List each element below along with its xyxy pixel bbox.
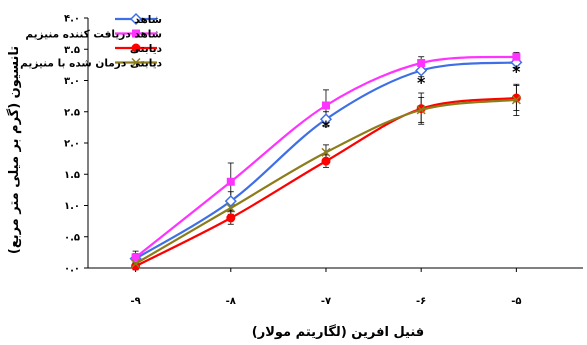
x-tick-label: -۹ [130,296,140,307]
legend-marker-2 [132,29,140,38]
legend-label-4: دیابتی درمان شده با منیزیم [20,58,162,70]
data-point-series-4 [511,95,521,105]
significance-mark: * [417,73,426,92]
y-tick-label: ۲.۰ [64,139,80,150]
y-tick-label: ۰.۰ [64,264,80,275]
data-point-series-1 [415,64,428,77]
x-tick-label: -۶ [416,296,426,307]
legend-marker-1 [129,12,143,26]
y-tick-label: ۳.۵ [64,45,80,56]
data-point-series-1 [319,113,333,126]
data-point-series-1 [224,195,237,208]
legend: شاهد شاهد دریافت کننده منیزیم دیابتی دیابتی… [20,12,163,70]
y-tick-label: ۱.۰ [64,201,80,212]
y-tick-label: ۱.۵ [64,170,80,181]
y-tick-label: ۳.۰ [64,76,80,87]
y-axis-title: تانسیون (گرم بر میلی متر مربع) [6,46,22,254]
legend-label-1: شاهد [134,14,162,26]
data-point-series-4 [321,147,331,157]
legend-marker-4 [131,57,141,68]
data-point-series-3 [226,213,236,223]
data-point-series-2 [226,177,235,186]
data-point-series-2 [512,52,521,61]
y-tick-label: ۰.۵ [64,232,80,243]
significance-mark: * [512,62,521,81]
data-point-series-2 [321,101,330,110]
data-point-series-4 [131,259,141,269]
plot-area: * * * [129,51,523,271]
legend-label-2: شاهد دریافت کننده منیزیم [25,29,162,41]
axes: ۰.۰ ۰.۵ ۱.۰ ۱.۵ ۲.۰ ۲.۵ ۳.۰ ۳.۵ ۴.۰ -۹ -۸ -۷ -۶ -۵ [64,14,583,307]
data-point-series-3 [131,261,141,271]
series-line-2 [134,55,517,259]
x-tick-label: -۸ [226,296,236,307]
x-tick-label: -۵ [511,296,521,307]
data-point-series-2 [131,253,140,262]
data-point-series-4 [416,105,426,115]
legend-marker-3 [131,43,141,53]
y-tick-label: ۴.۰ [64,14,80,25]
x-tick-label: -۷ [321,296,331,307]
data-point-series-3 [321,156,331,166]
data-point-series-2 [417,59,426,67]
data-point-series-4 [226,203,236,213]
significance-mark: * [322,117,331,136]
y-tick-label: ۲.۵ [64,107,80,118]
x-axis-title: فنیل افرین (لگاریتم مولار) [252,324,424,340]
legend-label-3: دیابتی [130,43,163,55]
